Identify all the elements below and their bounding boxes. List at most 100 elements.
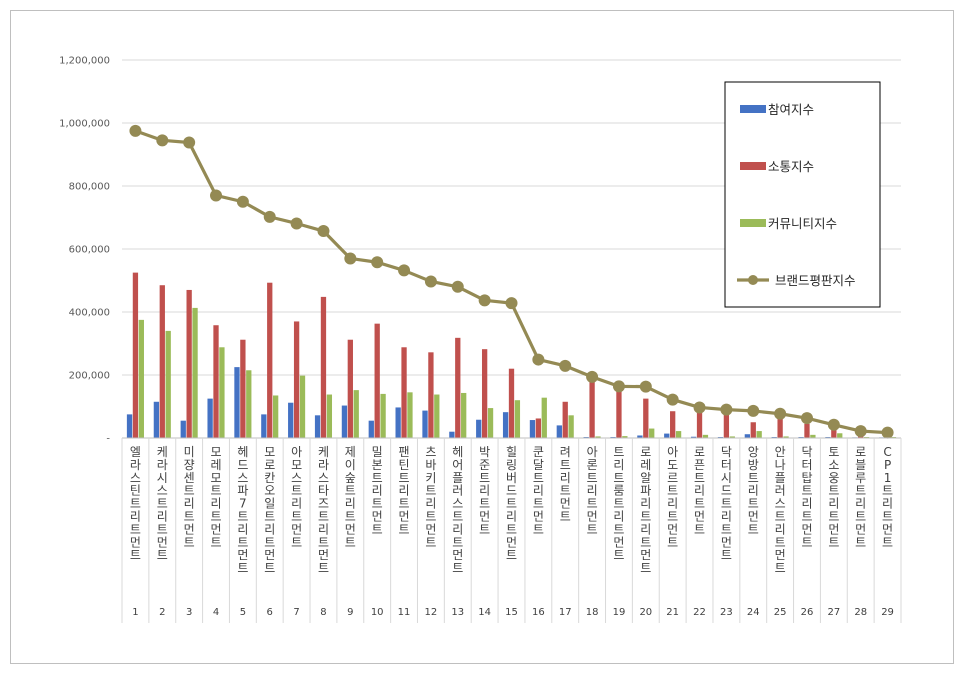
category-label-char: 려 [560, 445, 571, 459]
bar-커뮤니티지수 [729, 436, 735, 438]
category-label-char: 트 [157, 548, 168, 562]
point-브랜드평판지수 [639, 380, 652, 393]
bar-소통지수 [535, 418, 542, 438]
category-label-char: 먼 [694, 510, 705, 524]
category-label-char: 드 [721, 484, 732, 498]
legend-label: 브랜드평판지수 [775, 273, 856, 288]
category-label-char: 도 [667, 458, 678, 472]
legend-box [724, 81, 881, 308]
bar-소통지수 [508, 368, 515, 438]
bar-참여지수 [153, 401, 160, 438]
category-label-char: 플 [775, 471, 786, 485]
category-label-char: 웅 [828, 471, 839, 485]
category-label-char: 터 [721, 458, 732, 472]
category-label-char: 힐 [506, 445, 517, 459]
bar-커뮤니티지수 [326, 394, 333, 438]
bar-커뮤니티지수 [246, 370, 252, 438]
category-label-char: 제 [345, 445, 356, 459]
category-label-char: 트 [882, 484, 893, 498]
category-label-char: 시 [157, 471, 168, 485]
point-브랜드평판지수 [451, 280, 464, 293]
category-number: 25 [774, 607, 787, 618]
category-label-char: 트 [613, 497, 624, 511]
category-label-char: 트 [640, 510, 651, 524]
category-label-char: 먼 [506, 535, 517, 549]
bar-커뮤니티지수 [756, 431, 762, 438]
category-label-char: 먼 [452, 548, 463, 562]
category-label-char: 스 [237, 471, 248, 485]
bar-소통지수 [132, 272, 139, 438]
category-label-char: 리 [855, 497, 866, 511]
category-label-char: 먼 [613, 535, 624, 549]
bar-소통지수 [831, 426, 837, 438]
category-label-char: 어 [452, 458, 463, 472]
category-label-char: 먼 [372, 510, 383, 524]
category-label-char: 리 [560, 471, 571, 485]
category-label-char: 본 [372, 458, 383, 472]
category-number: 1 [132, 607, 138, 618]
category-label-char: 트 [694, 497, 705, 511]
category-number: 4 [213, 607, 219, 618]
category-label-char: 론 [587, 458, 598, 472]
bar-커뮤니티지수 [783, 436, 789, 438]
category-label-char: C [883, 445, 891, 459]
category-label-char: 트 [130, 522, 141, 536]
category-number: 17 [559, 607, 572, 618]
bar-참여지수 [637, 435, 643, 438]
category-label-char: 트 [372, 497, 383, 511]
bar-커뮤니티지수 [272, 395, 279, 438]
bar-소통지수 [428, 352, 434, 438]
bar-참여지수 [180, 420, 186, 438]
category-label-char: 1 [884, 471, 892, 485]
y-tick-label: 200,000 [69, 371, 110, 382]
bar-참여지수 [368, 420, 374, 438]
category-label-char: 트 [828, 484, 839, 498]
category-label-char: 트 [318, 535, 329, 549]
category-label-char: 터 [801, 458, 812, 472]
category-label-char: 먼 [237, 548, 248, 562]
category-label-char: 7 [239, 497, 247, 511]
y-axis-ticks: - 200,000 400,000 600,000 800,000 1,000,000 1,… [59, 56, 110, 445]
category-number: 18 [586, 607, 599, 618]
category-label-char: 트 [533, 522, 544, 536]
bar-소통지수 [347, 339, 353, 438]
category-label-char: 타 [318, 484, 329, 498]
category-label-char: 먼 [399, 510, 410, 524]
category-label-char: 먼 [775, 548, 786, 562]
category-label-char: 트 [828, 510, 839, 524]
bar-소통지수 [455, 337, 461, 438]
category-label-char: 리 [667, 497, 678, 511]
category-label-char: 플 [452, 471, 463, 485]
category-label-char: 트 [613, 445, 624, 459]
category-label-char: 먼 [425, 522, 436, 536]
category-label-char: 트 [560, 458, 571, 472]
category-label-char: 모 [210, 445, 221, 459]
category-label-char: 아 [667, 445, 678, 459]
category-label-char: 먼 [855, 522, 866, 536]
category-label-char: 먼 [184, 522, 195, 536]
category-number: 23 [720, 607, 733, 618]
category-label-char: 먼 [157, 535, 168, 549]
point-브랜드평판지수 [532, 353, 545, 366]
x-axis [121, 437, 902, 623]
y-tick-label: - [106, 434, 110, 445]
bar-소통지수 [481, 349, 488, 438]
point-브랜드평판지수 [371, 256, 384, 269]
category-label-char: 트 [855, 484, 866, 498]
category-label-char: 리 [640, 497, 651, 511]
category-label-char: 즈 [318, 497, 329, 511]
point-브랜드평판지수 [559, 359, 572, 372]
category-label-char: 나 [775, 458, 786, 472]
bar-커뮤니티지수 [622, 436, 628, 438]
point-브랜드평판지수 [290, 217, 303, 230]
category-number: 12 [425, 607, 438, 618]
category-label-char: 먼 [748, 510, 759, 524]
category-number: 20 [639, 607, 652, 618]
category-label-char: 리 [506, 510, 517, 524]
